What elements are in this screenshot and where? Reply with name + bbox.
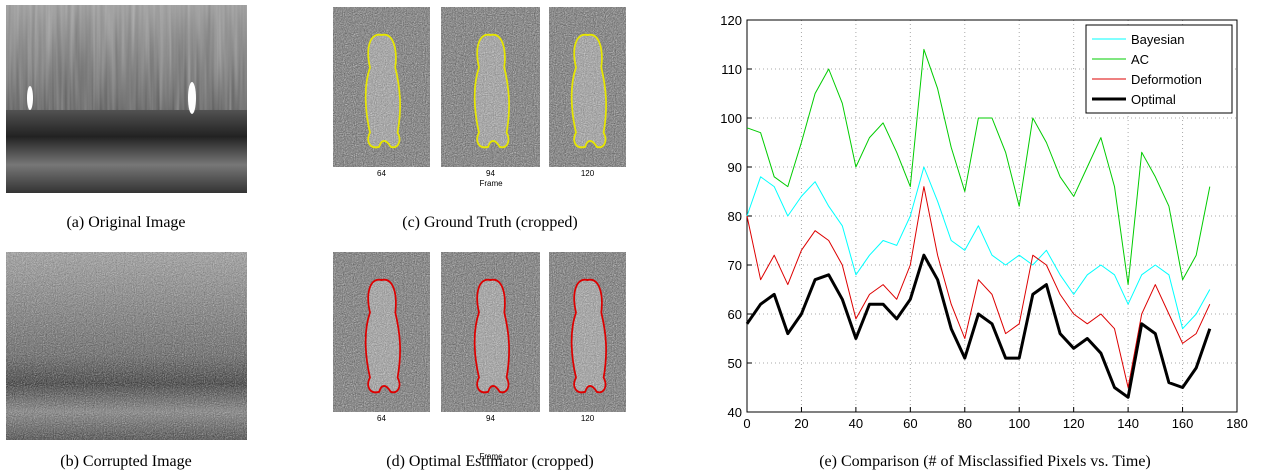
frame-noise (441, 7, 540, 167)
x-tick-label: 100 (1008, 416, 1030, 431)
frame-label: 120 (581, 414, 595, 423)
frame-noise (441, 252, 540, 412)
contour (570, 33, 607, 149)
frame-noise (333, 7, 430, 167)
cropped-frame: 120 (549, 252, 626, 423)
legend-label: Deformotion (1131, 72, 1202, 87)
y-tick-label: 90 (728, 160, 742, 175)
contour (473, 278, 510, 394)
contour (570, 278, 607, 394)
y-tick-label: 80 (728, 209, 742, 224)
axis-label: Frame (479, 452, 503, 461)
data-line (746, 186, 1211, 388)
frame-label: 94 (486, 169, 495, 178)
legend-label: Bayesian (1131, 32, 1184, 47)
data-line (746, 48, 1211, 286)
cropped-frame: 64 (333, 7, 430, 178)
legend-label: AC (1131, 52, 1149, 67)
x-tick-label: 20 (794, 416, 808, 431)
y-tick-label: 40 (728, 405, 742, 420)
caption: (b) Corrupted Image (60, 453, 192, 470)
cropped-frame: 64 (333, 252, 430, 423)
frame-noise (549, 252, 626, 412)
legend-label: Optimal (1131, 92, 1176, 107)
x-tick-label: 0 (743, 416, 750, 431)
caption: (a) Original Image (66, 214, 185, 231)
data-line (745, 253, 1212, 399)
x-tick-label: 80 (958, 416, 972, 431)
contour (364, 278, 401, 394)
caption: (c) Ground Truth (cropped) (402, 214, 578, 231)
cropped-frame: 94 (441, 7, 540, 178)
caption: (e) Comparison (# of Misclassified Pixel… (819, 453, 1151, 470)
frame-label: 94 (486, 414, 495, 423)
contour (364, 33, 401, 149)
x-tick-label: 40 (849, 416, 863, 431)
x-tick-label: 140 (1117, 416, 1139, 431)
x-tick-label: 120 (1063, 416, 1085, 431)
frame-noise (333, 252, 430, 412)
y-tick-label: 120 (720, 13, 742, 28)
frame-label: 120 (581, 169, 595, 178)
x-tick-label: 160 (1172, 416, 1194, 431)
frame-noise (549, 7, 626, 167)
x-tick-label: 60 (903, 416, 917, 431)
original-image (6, 5, 247, 193)
corrupted-image (6, 252, 247, 440)
data-line (746, 166, 1211, 330)
frame-label: 64 (377, 169, 386, 178)
y-tick-label: 50 (728, 356, 742, 371)
y-tick-label: 110 (721, 62, 742, 77)
caption: (d) Optimal Estimator (cropped) (386, 453, 594, 470)
contour (473, 33, 510, 149)
x-tick-label: 180 (1226, 416, 1248, 431)
y-tick-label: 70 (728, 258, 742, 273)
y-tick-label: 60 (728, 307, 742, 322)
frame-label: 64 (377, 414, 386, 423)
y-tick-label: 100 (720, 111, 742, 126)
axis-label: Frame (479, 179, 503, 188)
cropped-frame: 120 (549, 7, 626, 178)
cropped-frame: 94 (441, 252, 540, 423)
